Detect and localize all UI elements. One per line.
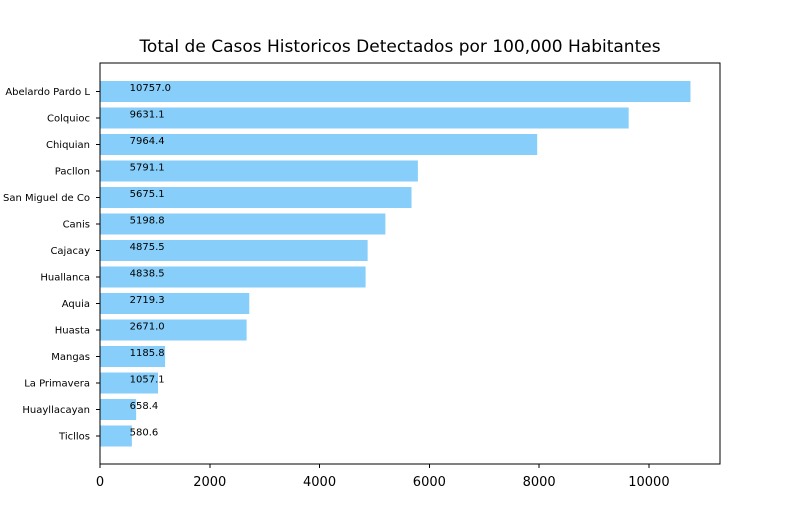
bar bbox=[100, 266, 366, 288]
x-tick-label: 4000 bbox=[303, 475, 336, 490]
data-label: 5675.1 bbox=[130, 189, 165, 200]
y-tick-label: La Primavera bbox=[24, 379, 90, 390]
y-tick-label: Cajacay bbox=[50, 246, 90, 257]
y-tick-label: Ticllos bbox=[58, 432, 90, 443]
bar bbox=[100, 187, 412, 208]
y-tick-label: Pacllon bbox=[55, 167, 90, 178]
y-tick-label: San Miguel de Co bbox=[3, 193, 90, 204]
data-label: 10757.0 bbox=[130, 83, 171, 94]
data-label: 9631.1 bbox=[130, 110, 165, 121]
y-tick-label: Canis bbox=[63, 220, 90, 231]
data-label: 580.6 bbox=[130, 428, 159, 439]
data-label: 2671.0 bbox=[130, 322, 165, 333]
bar bbox=[100, 160, 418, 182]
data-label: 5198.8 bbox=[130, 216, 165, 227]
bar bbox=[100, 81, 691, 102]
bar bbox=[100, 346, 166, 367]
bar bbox=[100, 372, 159, 394]
x-tick-label: 8000 bbox=[523, 475, 556, 490]
bar bbox=[100, 293, 250, 314]
bar bbox=[100, 107, 629, 129]
y-tick-label: Huayllacayan bbox=[22, 405, 90, 416]
bar bbox=[100, 240, 368, 261]
y-axis: Abelardo Pardo L Colquioc Chiquian Pacllon S… bbox=[3, 87, 100, 443]
bar bbox=[100, 425, 132, 447]
data-label: 7964.4 bbox=[130, 136, 165, 147]
x-tick-label: 6000 bbox=[413, 475, 446, 490]
y-tick-label: Colquioc bbox=[47, 114, 90, 125]
y-tick-label: Mangas bbox=[51, 352, 90, 363]
data-label: 658.4 bbox=[130, 401, 159, 412]
plot-frame bbox=[99, 62, 721, 465]
bar bbox=[100, 134, 538, 155]
bar bbox=[100, 213, 386, 235]
bar bbox=[100, 399, 137, 420]
y-tick-label: Huasta bbox=[55, 326, 90, 337]
data-label: 5791.1 bbox=[130, 163, 165, 174]
y-tick-label: Aquia bbox=[62, 299, 90, 310]
data-label: 2719.3 bbox=[130, 295, 165, 306]
y-tick-label: Abelardo Pardo L bbox=[5, 87, 90, 98]
y-tick-label: Huallanca bbox=[40, 273, 90, 284]
y-tick-label: Chiquian bbox=[46, 140, 90, 151]
data-label: 4875.5 bbox=[130, 242, 165, 253]
data-labels-group: 10757.0 9631.1 7964.4 5791.1 5675.1 5198.8 487… bbox=[130, 83, 171, 439]
x-axis: 0 2000 4000 6000 8000 10000 bbox=[96, 464, 670, 490]
chart-title: Total de Casos Historicos Detectados por… bbox=[138, 37, 660, 57]
data-label: 4838.5 bbox=[130, 269, 165, 280]
x-tick-label: 10000 bbox=[628, 475, 669, 490]
x-tick-label: 0 bbox=[96, 475, 104, 490]
bars-group bbox=[100, 81, 691, 447]
x-tick-label: 2000 bbox=[193, 475, 226, 490]
bar bbox=[100, 319, 247, 341]
data-label: 1185.8 bbox=[130, 348, 165, 359]
data-label: 1057.1 bbox=[130, 375, 165, 386]
